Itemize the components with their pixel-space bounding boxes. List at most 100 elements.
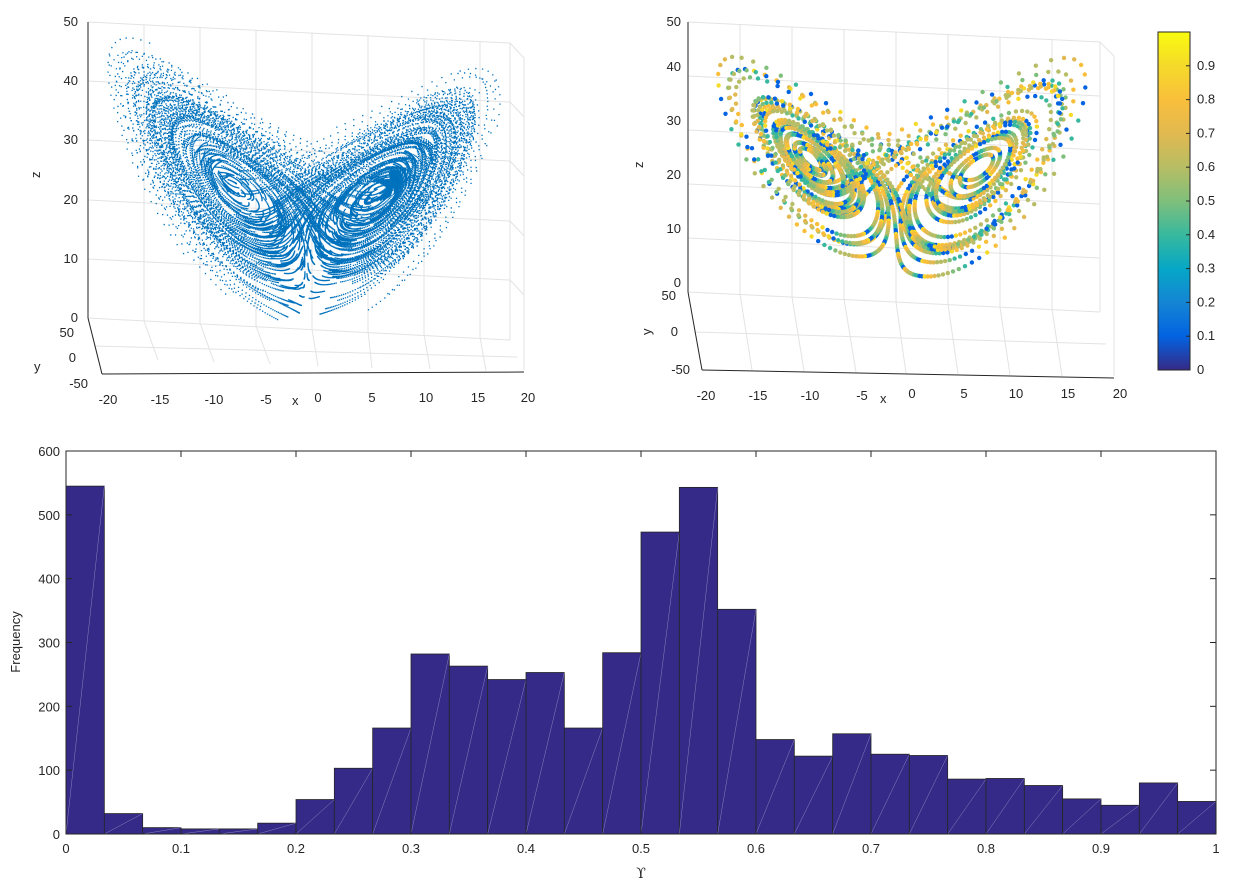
right-point bbox=[838, 214, 843, 220]
right-point bbox=[905, 161, 910, 166]
right-point bbox=[808, 91, 814, 97]
right-x-tick-label: -20 bbox=[697, 388, 716, 403]
right-point bbox=[1047, 127, 1052, 132]
colorbar-tick-label: 0.5 bbox=[1197, 193, 1215, 208]
right-point bbox=[1014, 141, 1019, 146]
right-point bbox=[985, 138, 991, 143]
right-point bbox=[755, 118, 760, 124]
right-point bbox=[934, 137, 939, 142]
right-point bbox=[978, 130, 983, 135]
right-point bbox=[817, 123, 822, 128]
right-point bbox=[1005, 207, 1010, 213]
right-point bbox=[1007, 211, 1012, 217]
right-point bbox=[1004, 177, 1009, 182]
right-point bbox=[716, 83, 721, 88]
histogram-x-tick-label: 0.5 bbox=[632, 841, 650, 856]
right-point bbox=[876, 155, 881, 160]
right-point bbox=[998, 169, 1003, 174]
right-point bbox=[991, 124, 996, 129]
right-point bbox=[978, 210, 983, 215]
right-point bbox=[920, 174, 925, 179]
right-x-tick-label: -10 bbox=[801, 388, 820, 403]
right-point bbox=[1013, 199, 1018, 205]
right-point bbox=[995, 190, 1001, 195]
right-point bbox=[1056, 81, 1062, 86]
right-point bbox=[802, 119, 807, 125]
right-point bbox=[801, 186, 806, 191]
right-point bbox=[806, 196, 812, 202]
right-point bbox=[868, 178, 874, 184]
right-point bbox=[809, 234, 814, 239]
right-point bbox=[993, 175, 998, 180]
right-point bbox=[1071, 87, 1076, 92]
right-point bbox=[925, 142, 931, 147]
right-point bbox=[1018, 154, 1023, 159]
right-point bbox=[928, 131, 934, 136]
right-point bbox=[802, 127, 808, 132]
right-point bbox=[776, 142, 782, 147]
right-point bbox=[939, 244, 944, 250]
right-point bbox=[838, 138, 843, 143]
right-point bbox=[755, 76, 761, 81]
right-point bbox=[838, 109, 843, 115]
histogram-bars bbox=[65, 485, 1217, 835]
right-point bbox=[956, 118, 962, 123]
right-point bbox=[991, 116, 996, 122]
right-x-tick-label: 15 bbox=[1061, 386, 1075, 401]
right-point bbox=[868, 165, 873, 170]
right-point bbox=[1023, 137, 1029, 142]
right-point bbox=[1006, 155, 1011, 160]
right-point bbox=[965, 137, 970, 142]
right-point bbox=[1006, 93, 1012, 98]
right-point bbox=[876, 135, 881, 140]
right-point bbox=[752, 157, 757, 162]
histogram-bar-artifact bbox=[180, 828, 220, 835]
histogram-y-tick-label: 0 bbox=[53, 827, 60, 842]
right-point bbox=[971, 133, 977, 138]
right-point bbox=[749, 146, 755, 151]
right-point bbox=[1057, 110, 1062, 116]
right-point bbox=[811, 184, 816, 189]
right-point bbox=[922, 170, 928, 175]
right-point bbox=[733, 101, 739, 106]
right-point bbox=[950, 269, 956, 274]
right-point bbox=[854, 254, 859, 259]
right-point bbox=[891, 153, 897, 159]
right-point bbox=[891, 187, 897, 193]
right-point bbox=[994, 99, 999, 104]
right-point bbox=[1011, 203, 1016, 208]
right-point bbox=[885, 177, 890, 182]
right-point bbox=[886, 137, 891, 143]
right-point-cloud bbox=[716, 54, 1088, 279]
right-point bbox=[1004, 158, 1009, 163]
right-point bbox=[778, 146, 783, 152]
right-point bbox=[850, 253, 855, 258]
right-point bbox=[802, 193, 807, 198]
left-z-tick-label: 40 bbox=[64, 73, 78, 88]
right-point bbox=[1019, 108, 1025, 114]
right-point bbox=[1027, 136, 1033, 141]
histogram-bar-artifact bbox=[525, 672, 565, 835]
right-point bbox=[826, 234, 831, 239]
right-point bbox=[953, 144, 958, 150]
right-point bbox=[1068, 112, 1074, 118]
right-point bbox=[866, 138, 871, 143]
right-point bbox=[917, 170, 923, 175]
right-point bbox=[949, 162, 954, 167]
right-y-tick-label: -50 bbox=[671, 362, 690, 377]
left-x-tick-label: 5 bbox=[368, 390, 375, 405]
histogram-bar-artifact bbox=[909, 755, 948, 835]
right-point bbox=[756, 96, 761, 101]
right-point bbox=[842, 251, 847, 257]
right-point bbox=[962, 99, 967, 104]
histogram-bar-artifact bbox=[602, 652, 642, 835]
right-point bbox=[798, 174, 803, 179]
right-point bbox=[751, 59, 756, 64]
right-point bbox=[931, 260, 936, 265]
right-point bbox=[1025, 94, 1030, 99]
right-point bbox=[984, 231, 989, 237]
right-point bbox=[809, 218, 814, 223]
histogram-y-tick-label: 600 bbox=[38, 444, 60, 459]
right-point bbox=[1016, 185, 1022, 191]
right-point bbox=[1033, 93, 1038, 99]
